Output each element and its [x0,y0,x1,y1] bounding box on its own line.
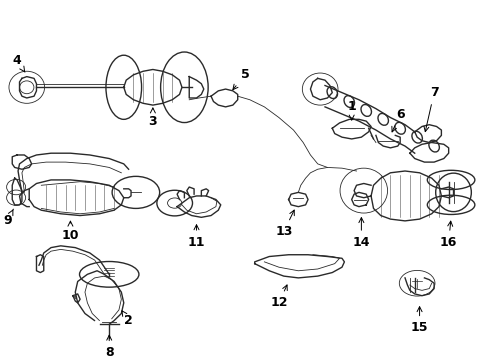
Text: 16: 16 [440,221,457,249]
Text: 4: 4 [13,54,25,72]
Text: 3: 3 [148,108,157,128]
Text: 10: 10 [62,221,79,242]
Text: 13: 13 [275,210,294,238]
Text: 9: 9 [3,209,13,228]
Text: 6: 6 [392,108,404,132]
Text: 15: 15 [411,307,428,334]
Text: 11: 11 [188,225,205,249]
Text: 8: 8 [105,335,114,359]
Text: 12: 12 [270,285,288,309]
Text: 7: 7 [424,86,439,132]
Text: 2: 2 [122,311,133,327]
Text: 1: 1 [347,100,356,120]
Text: 5: 5 [233,68,249,90]
Text: 14: 14 [353,218,370,249]
